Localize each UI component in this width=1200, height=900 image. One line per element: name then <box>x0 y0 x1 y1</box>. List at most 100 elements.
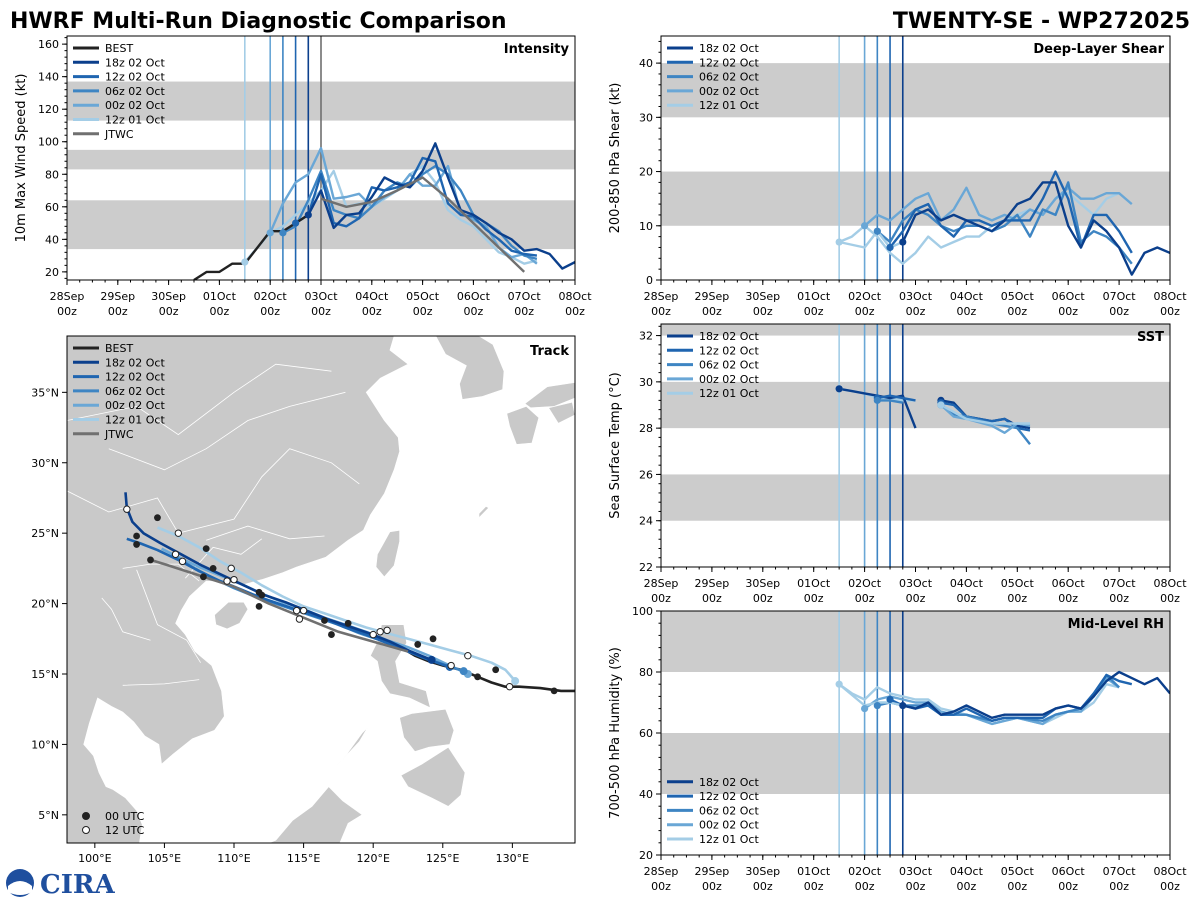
fix-00utc-marker <box>209 564 217 572</box>
fix-00utc-marker <box>258 591 266 599</box>
intensity-x-tick-label: 30Sep <box>151 290 186 303</box>
intensity-x-tick-label: 00z <box>260 305 280 318</box>
track-panel: 100°E 105°E 110°E 115°E 120°E 125°E 130°E 5°N 10… <box>31 335 576 865</box>
shear-x-tick-label: 00z <box>1007 305 1027 318</box>
intensity-x-tick-label: 00z <box>108 305 128 318</box>
rh-x-tick-label: 08Oct <box>1153 865 1187 878</box>
rh-init-point <box>835 680 843 688</box>
figure-title: HWRF Multi-Run Diagnostic Comparison <box>10 9 507 34</box>
shear-legend-label: 12z 02 Oct <box>699 56 759 69</box>
intensity-x-tick-label: 04Oct <box>355 290 389 303</box>
shear-legend-label: 06z 02 Oct <box>699 71 759 84</box>
shear-x-tick-label: 07Oct <box>1103 290 1137 303</box>
sst-x-tick-label: 30Sep <box>745 577 780 590</box>
sst-x-tick-label: 28Sep <box>644 577 679 590</box>
rh-x-tick-label: 04Oct <box>950 865 984 878</box>
rh-legend-label: 06z 02 Oct <box>699 804 759 817</box>
shear-init-point <box>873 227 881 235</box>
track-map-area <box>67 336 575 843</box>
intensity-x-tick-label: 05Oct <box>406 290 440 303</box>
shear-panel: 0 10 20 30 40 28Sep 00z 29Sep 00z 30Sep 00z 01Oct 00… <box>608 35 1187 318</box>
intensity-series-line <box>269 146 538 265</box>
shear-y-tick-label: 20 <box>639 166 653 179</box>
marker-legend-symbol <box>82 812 90 820</box>
intensity-y-tick-label: 140 <box>38 71 59 84</box>
intensity-x-tick-label: 29Sep <box>100 290 135 303</box>
sst-x-tick-label: 29Sep <box>695 577 730 590</box>
rh-x-tick-label: 03Oct <box>899 865 933 878</box>
intensity-x-tick-label: 00z <box>159 305 179 318</box>
sst-x-tick-label: 00z <box>1007 592 1027 605</box>
rh-x-tick-label: 05Oct <box>1001 865 1035 878</box>
admin-boundary <box>136 569 201 663</box>
shear-y-tick-label: 0 <box>646 274 653 287</box>
track-y-tick-label: 5°N <box>38 809 59 822</box>
fix-00utc-marker <box>429 635 437 643</box>
rh-y-tick-label: 60 <box>639 727 653 740</box>
sst-x-tick-label: 00z <box>855 592 875 605</box>
rh-x-tick-label: 02Oct <box>848 865 882 878</box>
sst-threshold-band <box>661 324 1170 336</box>
sst-x-tick-label: 00z <box>804 592 824 605</box>
intensity-x-tick-label: 00z <box>362 305 382 318</box>
shear-y-tick-label: 40 <box>639 57 653 70</box>
sst-series-line <box>877 399 904 404</box>
fix-12utc-marker <box>376 628 384 636</box>
track-x-tick-label: 100°E <box>78 852 111 865</box>
rh-init-point <box>861 705 869 713</box>
shear-y-axis-label: 200-850 hPa Shear (kt) <box>608 83 623 234</box>
shear-y-tick-label: 30 <box>639 111 653 124</box>
rh-x-tick-label: 01Oct <box>797 865 831 878</box>
rh-x-tick-label: 07Oct <box>1103 865 1137 878</box>
sst-x-tick-label: 08Oct <box>1153 577 1187 590</box>
track-legend-label: JTWC <box>104 428 134 441</box>
shear-x-tick-label: 00z <box>1160 305 1180 318</box>
track-panel-title: Track <box>530 344 569 359</box>
shear-x-tick-label: 00z <box>702 305 722 318</box>
sst-x-tick-label: 00z <box>957 592 977 605</box>
shikoku-island <box>548 401 575 424</box>
rh-legend-label: 18z 02 Oct <box>699 776 759 789</box>
rh-threshold-band <box>661 611 1170 672</box>
rh-y-tick-label: 20 <box>639 849 653 862</box>
taiwan-island <box>375 529 400 578</box>
marker-legend-label: 12 UTC <box>105 824 145 837</box>
fix-12utc-marker <box>292 606 301 615</box>
visayas-islands <box>399 708 455 752</box>
intensity-y-tick-label: 100 <box>38 136 59 149</box>
fix-00utc-marker <box>328 631 335 638</box>
shear-x-tick-label: 00z <box>1058 305 1078 318</box>
fix-00utc-marker <box>344 619 352 627</box>
noaa-wave-icon <box>8 881 32 895</box>
sst-panel-title: SST <box>1137 330 1164 345</box>
rh-threshold-band <box>661 733 1170 794</box>
shear-series-line <box>889 170 1133 254</box>
noaa-cira-logo: CIRA <box>6 869 115 900</box>
rh-y-axis-label: 700-500 hPa Humidity (%) <box>608 647 623 819</box>
intensity-legend-label: 12z 02 Oct <box>105 71 165 84</box>
rh-init-point <box>886 695 894 704</box>
intensity-series-line <box>294 156 538 257</box>
shear-plot-area <box>661 36 1170 280</box>
marker-legend-symbol <box>82 826 90 834</box>
shear-init-point <box>835 238 843 246</box>
borneo-island <box>233 786 363 843</box>
shear-series-line <box>876 181 1133 265</box>
fix-00utc-marker <box>255 603 263 610</box>
palawan-island <box>333 727 368 769</box>
intensity-x-tick-label: 00z <box>311 305 331 318</box>
fix-12utc-marker <box>223 577 231 585</box>
rh-x-tick-label: 00z <box>1058 880 1078 893</box>
sst-x-tick-label: 06Oct <box>1052 577 1086 590</box>
track-y-tick-label: 35°N <box>31 386 59 399</box>
intensity-panel-title: Intensity <box>504 42 570 57</box>
shear-x-tick-label: 00z <box>804 305 824 318</box>
shear-x-tick-label: 03Oct <box>899 290 933 303</box>
intensity-panel: 20 40 60 80 100 120 140 160 28Sep 00z 29Sep 00z 30Se… <box>14 35 592 318</box>
fix-12utc-marker <box>171 550 180 558</box>
track-init-point <box>459 667 468 676</box>
